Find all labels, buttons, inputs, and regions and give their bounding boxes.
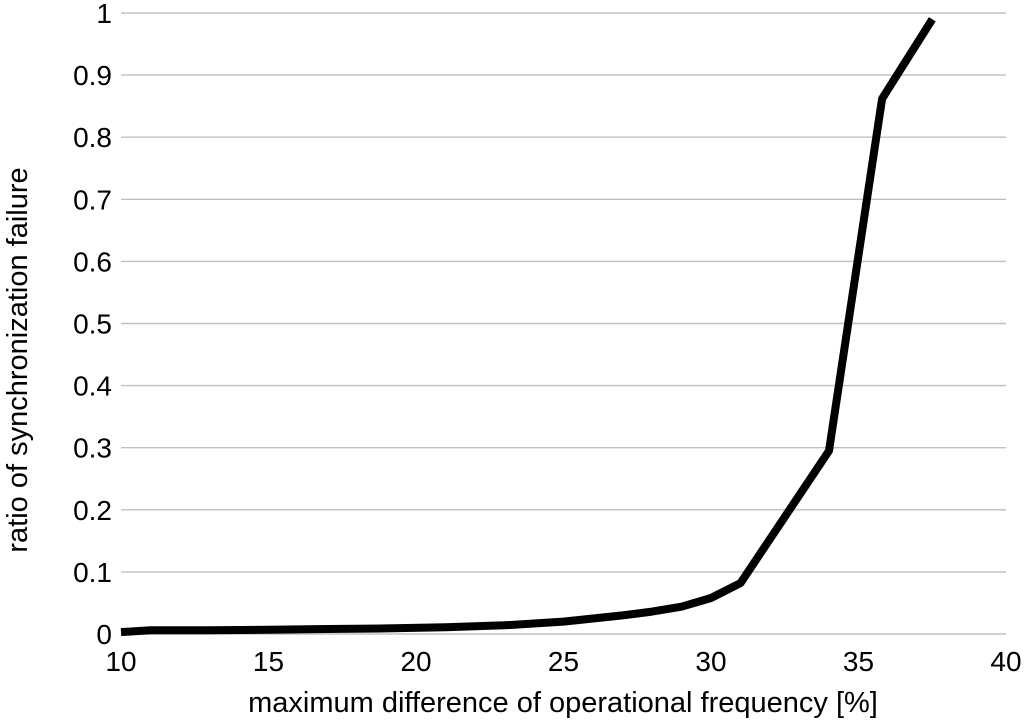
y-axis-title: ratio of synchronization failure [2,167,34,552]
x-axis-title: maximum difference of operational freque… [248,687,878,719]
y-tick-label: 0.2 [73,495,112,526]
x-axis-tick-labels: 10 15 20 25 30 35 40 [105,646,1021,677]
series-line [120,17,936,637]
y-tick-label: 0.5 [73,309,112,340]
y-tick-label: 0.8 [73,122,112,153]
y-tick-label: 0.7 [73,184,112,215]
x-tick-label: 30 [695,646,726,677]
x-tick-label: 20 [400,646,431,677]
x-tick-label: 25 [548,646,579,677]
y-tick-label: 0.3 [73,433,112,464]
y-tick-label: 0.6 [73,246,112,277]
y-tick-label: 0.4 [73,371,112,402]
y-axis-tick-labels: 0 0.1 0.2 0.3 0.4 0.5 0.6 0.7 0.8 0.9 1 [73,0,112,650]
gridlines [121,12,1006,635]
x-tick-label: 35 [843,646,874,677]
x-tick-label: 15 [253,646,284,677]
y-tick-label: 0.9 [73,60,112,91]
y-tick-label: 0 [96,619,112,650]
x-tick-label: 40 [990,646,1021,677]
x-tick-label: 10 [105,646,136,677]
data-series [120,17,936,637]
y-tick-label: 1 [96,0,112,29]
y-tick-label: 0.1 [73,557,112,588]
